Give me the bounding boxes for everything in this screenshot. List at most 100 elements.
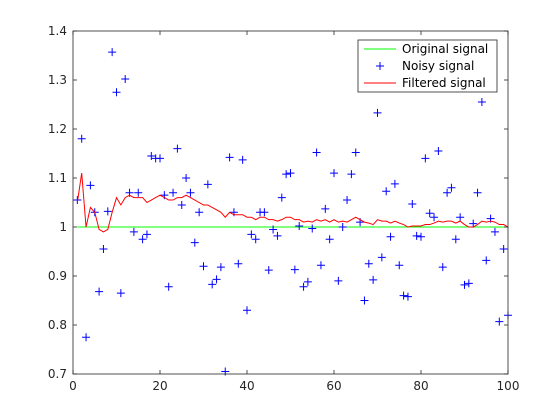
legend-entry: Noisy signal xyxy=(402,59,474,73)
data-point xyxy=(121,75,130,84)
data-point xyxy=(164,282,173,291)
data-point xyxy=(499,245,508,254)
data-point xyxy=(99,245,108,254)
data-point xyxy=(277,193,286,202)
data-point xyxy=(295,222,304,231)
data-point xyxy=(129,227,138,236)
data-point xyxy=(177,200,186,209)
data-point xyxy=(364,259,373,268)
data-point xyxy=(377,253,386,262)
data-point xyxy=(334,276,343,285)
data-point xyxy=(108,48,117,57)
data-point xyxy=(86,181,95,190)
data-point xyxy=(216,263,225,272)
data-point xyxy=(360,296,369,305)
axes-layer: 0 20 40 60 80 100 0.7 0.8 0.9 1 1.1 1.2 1.3 1.4 xyxy=(48,24,520,393)
data-point xyxy=(312,148,321,157)
data-point xyxy=(138,235,147,244)
data-point xyxy=(308,224,317,233)
data-point xyxy=(208,280,217,289)
data-point xyxy=(325,235,334,244)
data-point xyxy=(351,148,360,157)
data-point xyxy=(303,277,312,286)
data-point xyxy=(460,280,469,289)
data-point xyxy=(316,261,325,270)
data-point xyxy=(264,266,273,275)
data-point xyxy=(482,256,491,265)
x-tick-label: 40 xyxy=(239,379,254,393)
y-tick-label: 1.1 xyxy=(48,171,67,185)
data-point xyxy=(82,333,91,342)
data-point xyxy=(243,306,251,315)
data-point xyxy=(234,259,243,268)
data-point xyxy=(386,232,395,241)
data-point xyxy=(260,208,269,217)
series-markers-1 xyxy=(73,48,512,376)
x-tick-label: 100 xyxy=(497,379,520,393)
data-point xyxy=(473,188,482,197)
legend-entry: Original signal xyxy=(402,42,488,56)
data-point xyxy=(343,196,352,205)
data-point xyxy=(403,292,412,301)
data-point xyxy=(203,180,212,189)
y-tick-label: 1.3 xyxy=(48,73,67,87)
x-tick-label: 60 xyxy=(326,379,341,393)
data-point xyxy=(182,174,191,182)
data-point xyxy=(225,153,234,162)
data-point xyxy=(169,188,178,197)
data-point xyxy=(269,225,278,234)
y-tick-label: 0.7 xyxy=(48,367,67,381)
data-point xyxy=(395,261,404,270)
data-point xyxy=(330,169,338,178)
y-tick-label: 0.8 xyxy=(48,318,67,332)
y-tick-label: 1 xyxy=(59,220,67,234)
data-point xyxy=(495,317,504,326)
data-point xyxy=(112,88,121,97)
x-tick-label: 0 xyxy=(69,379,77,393)
data-point xyxy=(273,231,282,240)
axes-box xyxy=(72,30,509,375)
data-point xyxy=(282,170,291,179)
data-point xyxy=(408,199,417,208)
data-point xyxy=(421,154,430,163)
data-point xyxy=(390,179,399,188)
data-point xyxy=(134,188,143,197)
data-point xyxy=(347,170,356,179)
data-point xyxy=(212,275,221,284)
data-point xyxy=(456,213,465,222)
data-point xyxy=(173,144,182,153)
data-point xyxy=(338,223,347,231)
data-point xyxy=(95,287,104,296)
data-point xyxy=(469,219,478,228)
legend-swatch-marker xyxy=(376,62,384,70)
data-point xyxy=(251,235,260,244)
data-point xyxy=(199,262,208,271)
y-tick-label: 1.2 xyxy=(48,122,67,136)
data-point xyxy=(434,147,443,156)
data-point xyxy=(147,151,156,160)
data-point xyxy=(451,235,460,244)
data-point xyxy=(412,231,421,240)
y-tick-label: 1.4 xyxy=(48,24,67,38)
data-point xyxy=(321,204,330,213)
data-point xyxy=(443,188,452,197)
data-point xyxy=(142,230,151,239)
series-layer xyxy=(73,48,512,376)
data-point xyxy=(299,282,308,291)
series-line-2 xyxy=(76,173,509,233)
x-tick-label: 20 xyxy=(152,379,167,393)
x-tick-label: 80 xyxy=(413,379,428,393)
data-point xyxy=(425,209,434,218)
data-point xyxy=(156,154,164,163)
legend-entry: Filtered signal xyxy=(402,76,486,90)
data-point xyxy=(238,155,247,164)
y-tick-label: 0.9 xyxy=(48,269,67,283)
data-point xyxy=(464,279,473,288)
data-point xyxy=(369,275,378,284)
data-point xyxy=(186,188,195,197)
data-point xyxy=(399,291,408,300)
data-point xyxy=(195,208,204,217)
legend: Original signal Noisy signal Filtered sign… xyxy=(357,39,498,93)
data-point xyxy=(103,207,112,216)
